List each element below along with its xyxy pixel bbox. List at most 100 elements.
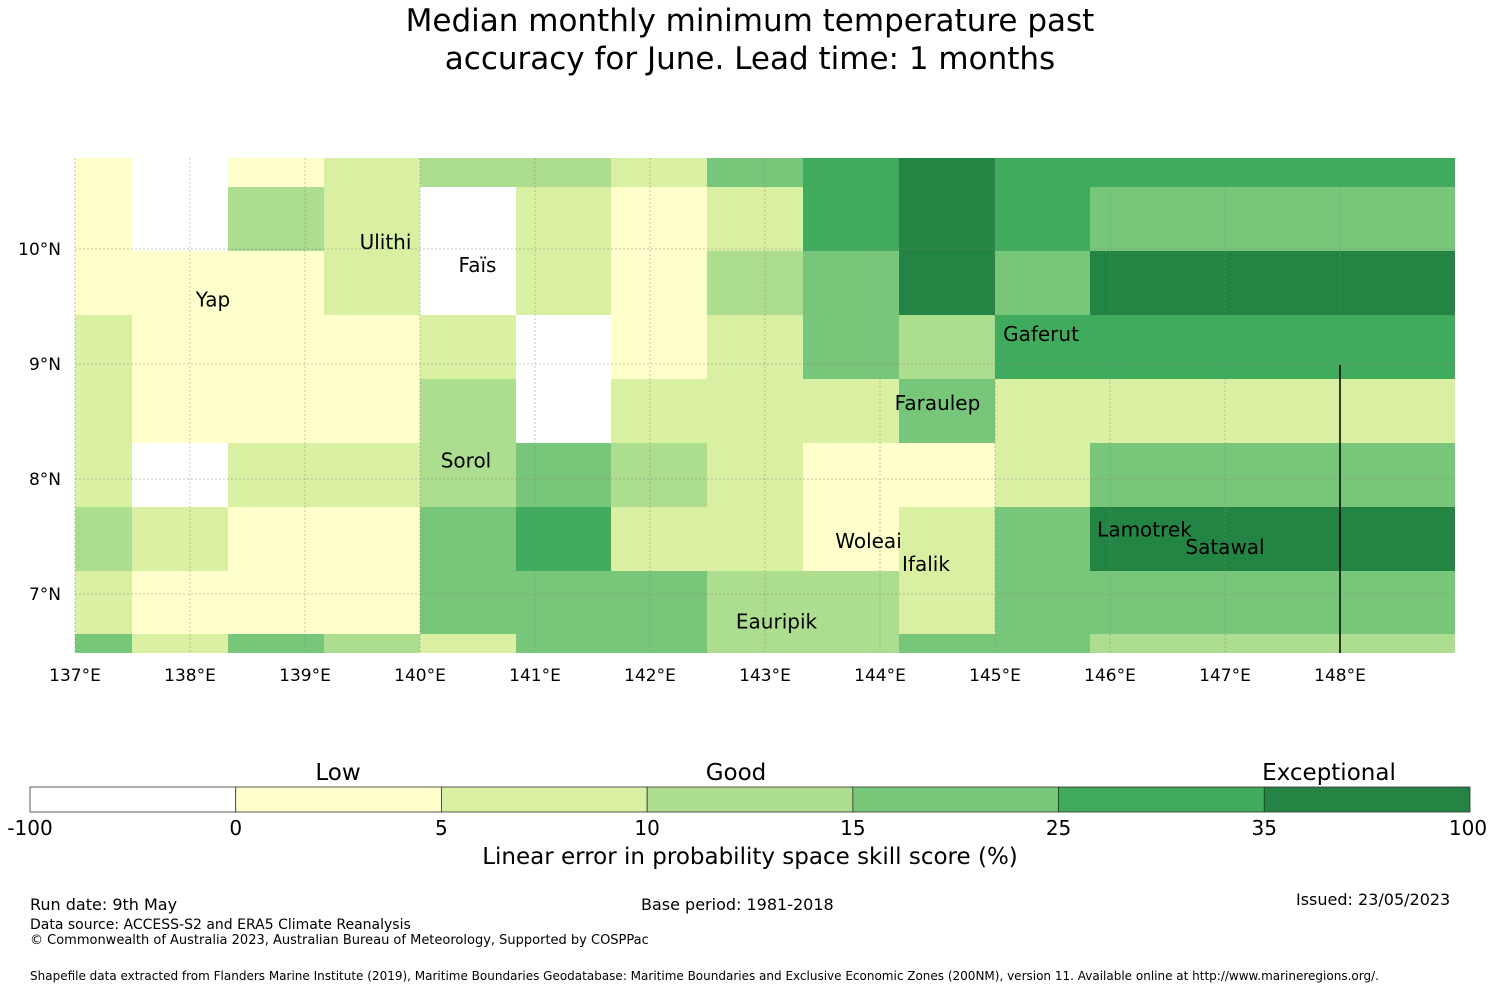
place-label: Faraulep — [895, 391, 981, 415]
grid-cell — [228, 187, 324, 251]
grid-cell — [995, 379, 1090, 443]
grid-cell — [899, 443, 995, 507]
base-period: Base period: 1981-2018 — [641, 895, 834, 914]
grid-cell — [803, 158, 899, 187]
grid-cell — [75, 315, 132, 379]
grid-cell — [611, 315, 707, 379]
grid-cell — [803, 379, 899, 443]
grid-cell — [75, 443, 132, 507]
grid-cell — [707, 158, 803, 187]
grid-cell — [420, 634, 516, 653]
grid-cell — [899, 251, 995, 315]
grid-cell — [707, 251, 803, 315]
grid-cell — [228, 634, 324, 653]
grid-cell — [324, 571, 420, 634]
grid-cell — [420, 251, 516, 315]
grid-cell — [707, 634, 803, 653]
place-label: Sorol — [441, 449, 492, 473]
grid-cell — [899, 315, 995, 379]
colorbar-title: Linear error in probability space skill … — [482, 844, 1018, 870]
latitude-labels: 10°N 9°N 8°N 7°N — [18, 240, 61, 605]
grid-cell — [1282, 443, 1378, 507]
grid-cell — [75, 187, 132, 251]
grid-cell — [132, 507, 228, 571]
longitude-label: 142°E — [624, 666, 676, 686]
grid-cell — [611, 634, 707, 653]
grid-cell — [1282, 187, 1378, 251]
grid-cell — [899, 571, 995, 634]
longitude-label: 145°E — [969, 666, 1021, 686]
grid-cell — [1282, 158, 1378, 187]
grid-cell — [1282, 379, 1378, 443]
colorbar-category-exceptional: Exceptional — [1262, 760, 1396, 786]
title-line-1: Median monthly minimum temperature past — [405, 3, 1095, 39]
latitude-label: 10°N — [18, 240, 61, 260]
grid-cell — [1090, 507, 1186, 571]
grid-cell — [75, 158, 132, 187]
grid-cell — [1378, 634, 1455, 653]
grid-cell — [899, 634, 995, 653]
grid-cell — [516, 187, 611, 251]
grid-cell — [1090, 379, 1186, 443]
grid-cell — [228, 379, 324, 443]
longitude-label: 138°E — [164, 666, 216, 686]
place-label: Ifalik — [902, 552, 950, 576]
colorbar-tick-label: 35 — [1251, 816, 1278, 840]
grid-cell — [1090, 634, 1186, 653]
map-title: Median monthly minimum temperature past … — [0, 2, 1500, 78]
grid-cell — [803, 634, 899, 653]
grid-cell — [516, 158, 611, 187]
grid-cell — [1282, 251, 1378, 315]
grid-cell — [995, 634, 1090, 653]
grid-cell — [1378, 187, 1455, 251]
grid-cell — [803, 251, 899, 315]
grid-cell — [228, 315, 324, 379]
grid-cell — [995, 251, 1090, 315]
grid-cell — [899, 379, 995, 443]
grid-cell — [420, 571, 516, 634]
longitude-label: 146°E — [1084, 666, 1136, 686]
grid-cell — [995, 443, 1090, 507]
map-canvas: 137°E 138°E 139°E 140°E 141°E 142°E 143°E 144°E… — [18, 158, 1455, 686]
grid-cell — [995, 158, 1090, 187]
grid-cell — [611, 158, 707, 187]
grid-cell — [516, 571, 611, 634]
grid-cell — [803, 315, 899, 379]
colorbar-segment — [441, 786, 648, 813]
grid-cell — [1090, 187, 1186, 251]
colorbar-segment — [29, 786, 237, 813]
colorbar-segment — [852, 786, 1059, 813]
colorbar-segment — [1058, 786, 1265, 813]
graticule — [74, 158, 1455, 653]
grid-cell — [516, 507, 611, 571]
colorbar — [29, 786, 1471, 813]
grid-cell — [803, 571, 899, 634]
grid-cell — [1186, 379, 1282, 443]
grid-cell — [899, 507, 995, 571]
colorbar-tick-label: 100 — [1448, 816, 1488, 840]
colorbar-tick-label: -100 — [7, 816, 53, 840]
grid-cell — [228, 158, 324, 187]
grid-cell — [899, 158, 995, 187]
grid-cell — [228, 443, 324, 507]
place-label: Faïs — [459, 253, 497, 277]
longitude-label: 140°E — [394, 666, 446, 686]
longitude-label: 147°E — [1199, 666, 1251, 686]
grid-cell — [324, 634, 420, 653]
grid-cell — [995, 571, 1090, 634]
grid-cell — [611, 379, 707, 443]
title-line-2: accuracy for June. Lead time: 1 months — [444, 41, 1056, 77]
place-labels: Ulithi Faïs Yap Gaferut Faraulep Sorol WoleaiI… — [195, 230, 1265, 634]
grid-cell — [516, 634, 611, 653]
grid-cell — [1090, 443, 1186, 507]
longitude-label: 143°E — [739, 666, 791, 686]
grid-cell — [228, 251, 324, 315]
grid-cell — [132, 571, 228, 634]
grid-cell — [995, 315, 1090, 379]
colorbar-segment — [646, 786, 854, 813]
grid-cell — [611, 251, 707, 315]
colorbar-tick-label: 5 — [435, 816, 448, 840]
grid-cell — [611, 571, 707, 634]
grid-cell — [803, 507, 899, 571]
grid-cell — [420, 507, 516, 571]
